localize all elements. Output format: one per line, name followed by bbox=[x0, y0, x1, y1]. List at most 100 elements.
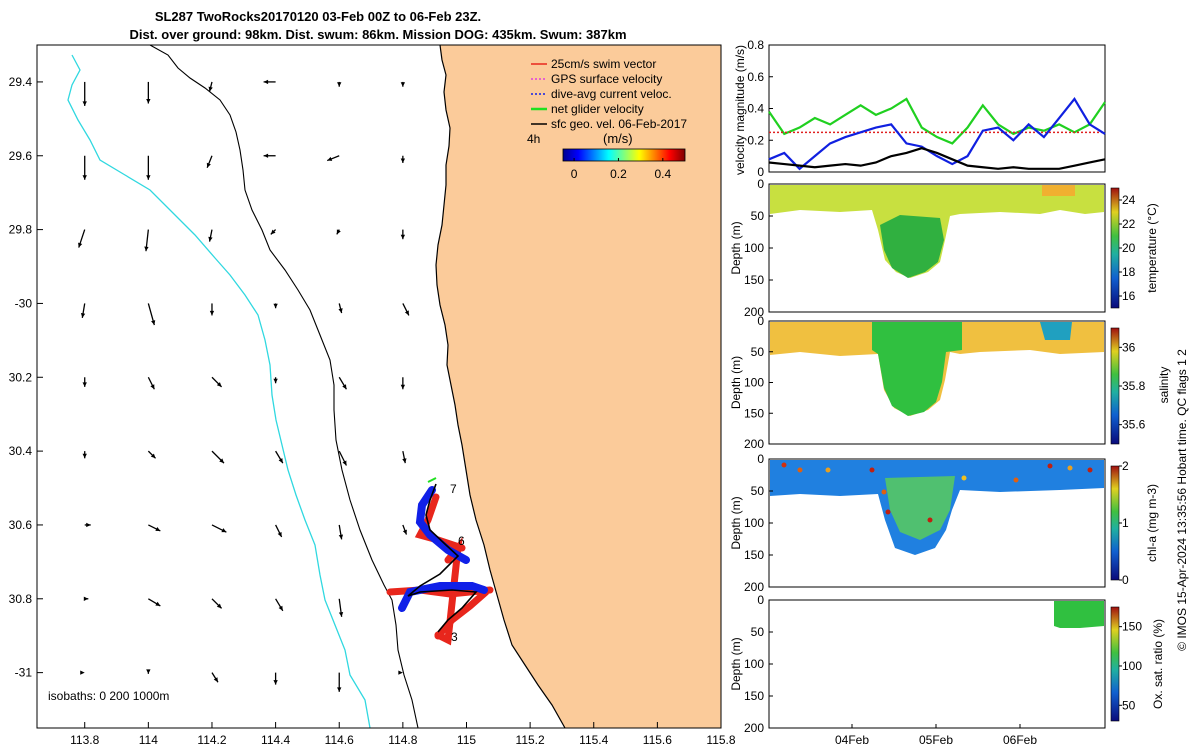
current-arrow-head bbox=[402, 529, 407, 535]
map-colorbar-ticks: 0 0.2 0.4 bbox=[571, 158, 671, 181]
salinity-ytick-label: 0 bbox=[757, 314, 764, 328]
chla-cbtick-label: 0 bbox=[1122, 573, 1129, 587]
salinity-cblabel: salinity bbox=[1157, 367, 1171, 404]
map-xtick-label: 115.6 bbox=[643, 733, 672, 747]
track-label-3: 3 bbox=[451, 630, 458, 644]
isobath-1000m bbox=[67, 54, 371, 728]
legend-duration: 4h bbox=[527, 132, 540, 146]
current-arrow-head bbox=[273, 680, 278, 685]
current-arrow-head bbox=[219, 458, 224, 464]
track-label-7: 7 bbox=[450, 482, 457, 496]
salinity-ytick-label: 200 bbox=[744, 437, 764, 451]
chla-highlight-dot bbox=[869, 467, 875, 473]
velocity-ylabel: velocity magnitude (m/s) bbox=[733, 45, 747, 175]
current-arrow-head bbox=[80, 313, 86, 318]
current-arrow-head bbox=[404, 310, 409, 316]
oxygen-frame bbox=[768, 599, 1106, 729]
map-xtick-label: 114.8 bbox=[388, 733, 417, 747]
velocity-ytick-label: 0.8 bbox=[747, 38, 764, 52]
current-arrow-head bbox=[277, 531, 282, 537]
map-xtick-label: 115.4 bbox=[579, 733, 608, 747]
oxygen-ylabel: Depth (m) bbox=[729, 637, 743, 690]
section-xtick-label: 04Feb bbox=[835, 733, 869, 747]
current-arrow-head bbox=[338, 308, 343, 314]
legend-label-geo: sfc geo. vel. 06-Feb-2017 bbox=[551, 117, 687, 131]
map-panel: 7 6 3 113.8 114 114.2 114.4 114.6 114.8 115 115… bbox=[9, 44, 736, 747]
title-line2: Dist. over ground: 98km. Dist. swum: 86k… bbox=[129, 27, 626, 42]
current-arrow-head bbox=[209, 310, 215, 316]
current-arrow-head bbox=[342, 384, 347, 390]
velocity-line-black bbox=[768, 147, 1106, 170]
legend-label-gps: GPS surface velocity bbox=[551, 72, 662, 86]
current-arrow-head bbox=[82, 101, 87, 106]
temperature-cblabel: temperature (°C) bbox=[1145, 203, 1159, 293]
legend-label-net: net glider velocity bbox=[551, 102, 644, 116]
chla-highlight-dot bbox=[825, 467, 831, 473]
chla-ytick-label: 150 bbox=[744, 548, 764, 562]
current-arrow-head bbox=[151, 320, 156, 326]
map-xtick-label: 113.8 bbox=[70, 733, 99, 747]
temperature-warm-patch bbox=[1042, 185, 1075, 196]
current-arrow-head bbox=[327, 156, 333, 161]
chla-highlight-dot bbox=[781, 462, 787, 468]
current-arrow-head bbox=[83, 596, 89, 601]
current-arrow-head bbox=[155, 601, 161, 606]
map-xtick-label: 114.2 bbox=[197, 733, 226, 747]
map-colorbar-tick-label: 0.4 bbox=[654, 167, 671, 181]
current-arrow-head bbox=[338, 534, 344, 540]
temperature-ytick-label: 50 bbox=[751, 209, 765, 223]
current-arrow-head bbox=[146, 175, 151, 180]
map-ytick-label: 30.8 bbox=[9, 592, 33, 606]
current-arrow-head bbox=[206, 162, 211, 168]
land-polygon bbox=[436, 45, 721, 728]
salinity-green-core bbox=[872, 322, 962, 416]
chla-cbtick-label: 2 bbox=[1122, 459, 1129, 473]
chla-highlights bbox=[781, 462, 1093, 523]
map-xtick-label: 114.4 bbox=[261, 733, 290, 747]
chla-cblabel: chl-a (mg m-3) bbox=[1145, 484, 1159, 562]
map-ytick-label: 29.6 bbox=[9, 149, 33, 163]
current-arrow-head bbox=[273, 303, 278, 309]
coastline bbox=[435, 45, 566, 728]
salinity-colorbar bbox=[1110, 327, 1120, 445]
velocity-ytick-label: 0.6 bbox=[747, 70, 764, 84]
colorbar-title: (m/s) bbox=[603, 131, 633, 146]
salinity-ylabel: Depth (m) bbox=[729, 356, 743, 409]
map-ytick-label: 29.8 bbox=[9, 223, 33, 237]
map-xtick-label: 114.6 bbox=[325, 733, 354, 747]
map-ytick-label: -30 bbox=[15, 296, 33, 310]
map-legend: 25cm/s swim vector GPS surface velocity … bbox=[527, 57, 687, 181]
imos-credit: © IMOS 15-Apr-2024 13:35:56 Hobart time.… bbox=[1175, 349, 1189, 651]
track-label-6: 6 bbox=[458, 534, 465, 548]
velocity-axes: 0 0.2 0.4 0.6 0.8 bbox=[747, 38, 773, 179]
chla-colorbar bbox=[1110, 465, 1120, 581]
oxygen-cbtick-label: 50 bbox=[1122, 698, 1136, 712]
current-arrow-head bbox=[82, 175, 87, 180]
temperature-panel bbox=[768, 183, 1106, 313]
current-arrow-head bbox=[398, 670, 403, 675]
temperature-ytick-label: 100 bbox=[744, 241, 764, 255]
map-ytick-label: -31 bbox=[15, 666, 33, 680]
chla-highlight-dot bbox=[1087, 467, 1093, 473]
velocity-line-blue bbox=[768, 97, 1106, 171]
legend-label-swim: 25cm/s swim vector bbox=[551, 57, 656, 71]
oxygen-ytick-label: 100 bbox=[744, 657, 764, 671]
section-xtick-label: 05Feb bbox=[919, 733, 953, 747]
glider-track bbox=[386, 477, 494, 646]
salinity-blue-patch bbox=[1040, 322, 1072, 340]
isobath-label: isobaths: 0 200 1000m bbox=[48, 689, 169, 703]
current-arrow-head bbox=[278, 458, 283, 464]
chla-ytick-label: 50 bbox=[751, 484, 765, 498]
temperature-cbtick-label: 18 bbox=[1122, 265, 1136, 279]
track-glider-black bbox=[407, 483, 478, 633]
map-ytick-label: 30.2 bbox=[9, 370, 33, 384]
temperature-ylabel: Depth (m) bbox=[729, 221, 743, 274]
temperature-colorbar bbox=[1110, 187, 1120, 309]
current-arrow-head bbox=[263, 79, 269, 85]
temperature-ytick-label: 150 bbox=[744, 273, 764, 287]
velocity-ytick-label: 0.2 bbox=[747, 133, 764, 147]
title-line1: SL287 TwoRocks20170120 03-Feb 00Z to 06-… bbox=[155, 9, 481, 24]
chla-highlight-dot bbox=[1047, 463, 1053, 469]
